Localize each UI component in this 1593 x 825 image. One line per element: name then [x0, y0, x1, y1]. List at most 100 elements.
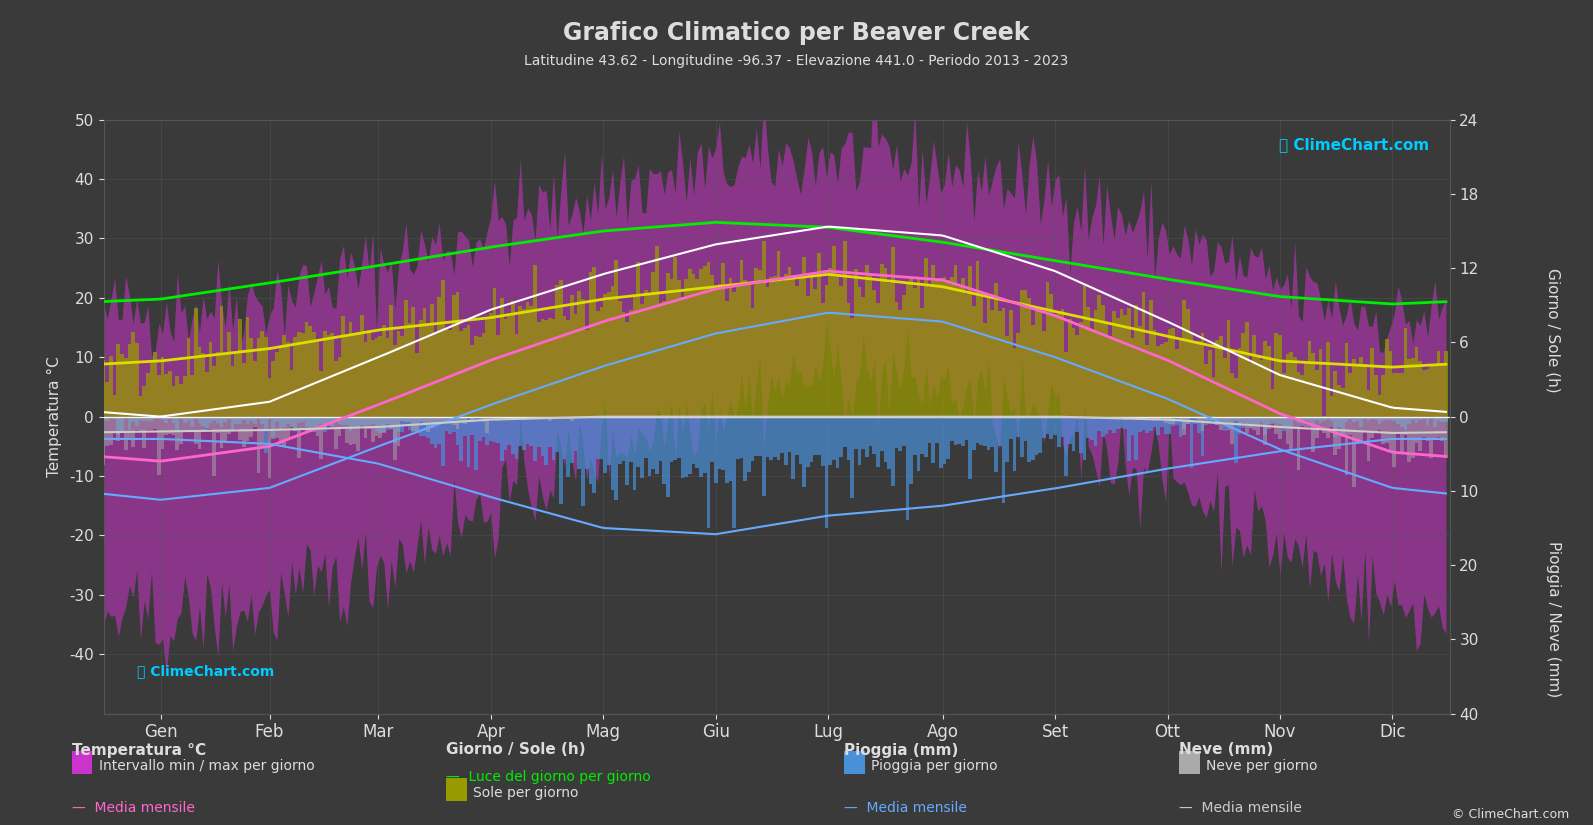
Bar	[276, 352, 279, 417]
Bar	[478, 417, 481, 441]
Bar	[507, 315, 511, 417]
Bar	[108, 417, 113, 418]
Bar	[1042, 331, 1045, 417]
Bar	[127, 344, 131, 417]
Bar	[545, 320, 548, 417]
Bar	[161, 357, 164, 417]
Bar	[1126, 309, 1131, 417]
Bar	[198, 417, 201, 449]
Bar	[330, 332, 335, 417]
Bar	[820, 304, 825, 417]
Bar	[393, 345, 397, 417]
Bar	[1322, 417, 1325, 433]
Bar	[198, 347, 201, 417]
Bar	[386, 417, 389, 430]
Bar	[1235, 379, 1238, 417]
Bar	[846, 417, 851, 460]
Bar	[1344, 343, 1348, 417]
Bar	[198, 417, 201, 423]
Bar	[1403, 328, 1407, 417]
Bar	[969, 266, 972, 417]
Bar	[175, 376, 178, 417]
Bar	[640, 417, 644, 478]
Bar	[1182, 300, 1185, 417]
Bar	[374, 338, 378, 417]
Bar	[910, 279, 913, 417]
Bar	[562, 417, 567, 460]
Bar	[1235, 417, 1238, 463]
Bar	[169, 371, 172, 417]
Bar	[102, 417, 105, 465]
Bar	[1255, 356, 1260, 417]
Bar	[644, 417, 647, 459]
Bar	[1223, 358, 1227, 417]
Bar	[231, 417, 234, 431]
Bar	[1282, 417, 1286, 427]
Bar	[784, 274, 787, 417]
Bar	[438, 417, 441, 444]
Bar	[1145, 417, 1149, 433]
Bar	[161, 417, 164, 449]
Bar	[105, 417, 108, 421]
Bar	[537, 322, 540, 417]
Bar	[135, 417, 139, 426]
Bar	[1392, 374, 1395, 417]
Bar	[433, 333, 438, 417]
Bar	[1212, 417, 1215, 419]
Bar	[279, 417, 282, 444]
Bar	[190, 375, 194, 417]
Bar	[1367, 389, 1370, 417]
Text: 🌐 ClimeChart.com: 🌐 ClimeChart.com	[1279, 138, 1429, 153]
Bar	[910, 417, 913, 484]
Bar	[1423, 370, 1426, 417]
Bar	[1098, 295, 1101, 417]
Bar	[1212, 377, 1215, 417]
Bar	[276, 417, 279, 422]
Bar	[1255, 417, 1260, 425]
Bar	[599, 417, 604, 459]
Bar	[481, 417, 486, 437]
Bar	[1112, 417, 1115, 433]
Bar	[1289, 352, 1294, 417]
Bar	[139, 417, 142, 431]
Bar	[422, 417, 427, 425]
Bar	[1050, 417, 1053, 439]
Text: Pioggia per giorno: Pioggia per giorno	[871, 759, 997, 772]
Bar	[997, 417, 1002, 446]
Bar	[1115, 417, 1120, 429]
Bar	[205, 371, 209, 417]
Bar	[607, 417, 610, 465]
Bar	[846, 304, 851, 417]
Bar	[323, 417, 327, 431]
Bar	[526, 417, 529, 444]
Bar	[228, 417, 231, 434]
Bar	[422, 417, 427, 436]
Bar	[287, 342, 290, 417]
Bar	[411, 417, 416, 431]
Bar	[1142, 292, 1145, 417]
Bar	[304, 417, 307, 431]
Bar	[924, 258, 927, 417]
Bar	[551, 417, 556, 460]
Bar	[559, 417, 562, 504]
Bar	[282, 417, 287, 447]
Bar	[1423, 417, 1426, 436]
Bar	[147, 417, 150, 431]
Bar	[1434, 365, 1437, 417]
Bar	[108, 356, 113, 417]
Bar	[422, 309, 427, 417]
Bar	[935, 417, 938, 444]
Bar	[205, 417, 209, 428]
Bar	[898, 310, 902, 417]
Bar	[825, 285, 828, 417]
Bar	[736, 417, 739, 460]
Bar	[655, 417, 658, 474]
Bar	[843, 241, 846, 417]
Bar	[1196, 341, 1201, 417]
Bar	[1437, 417, 1440, 421]
Bar	[360, 315, 363, 417]
Bar	[234, 353, 239, 417]
Bar	[190, 417, 194, 430]
Bar	[652, 417, 655, 469]
Bar	[806, 295, 809, 417]
